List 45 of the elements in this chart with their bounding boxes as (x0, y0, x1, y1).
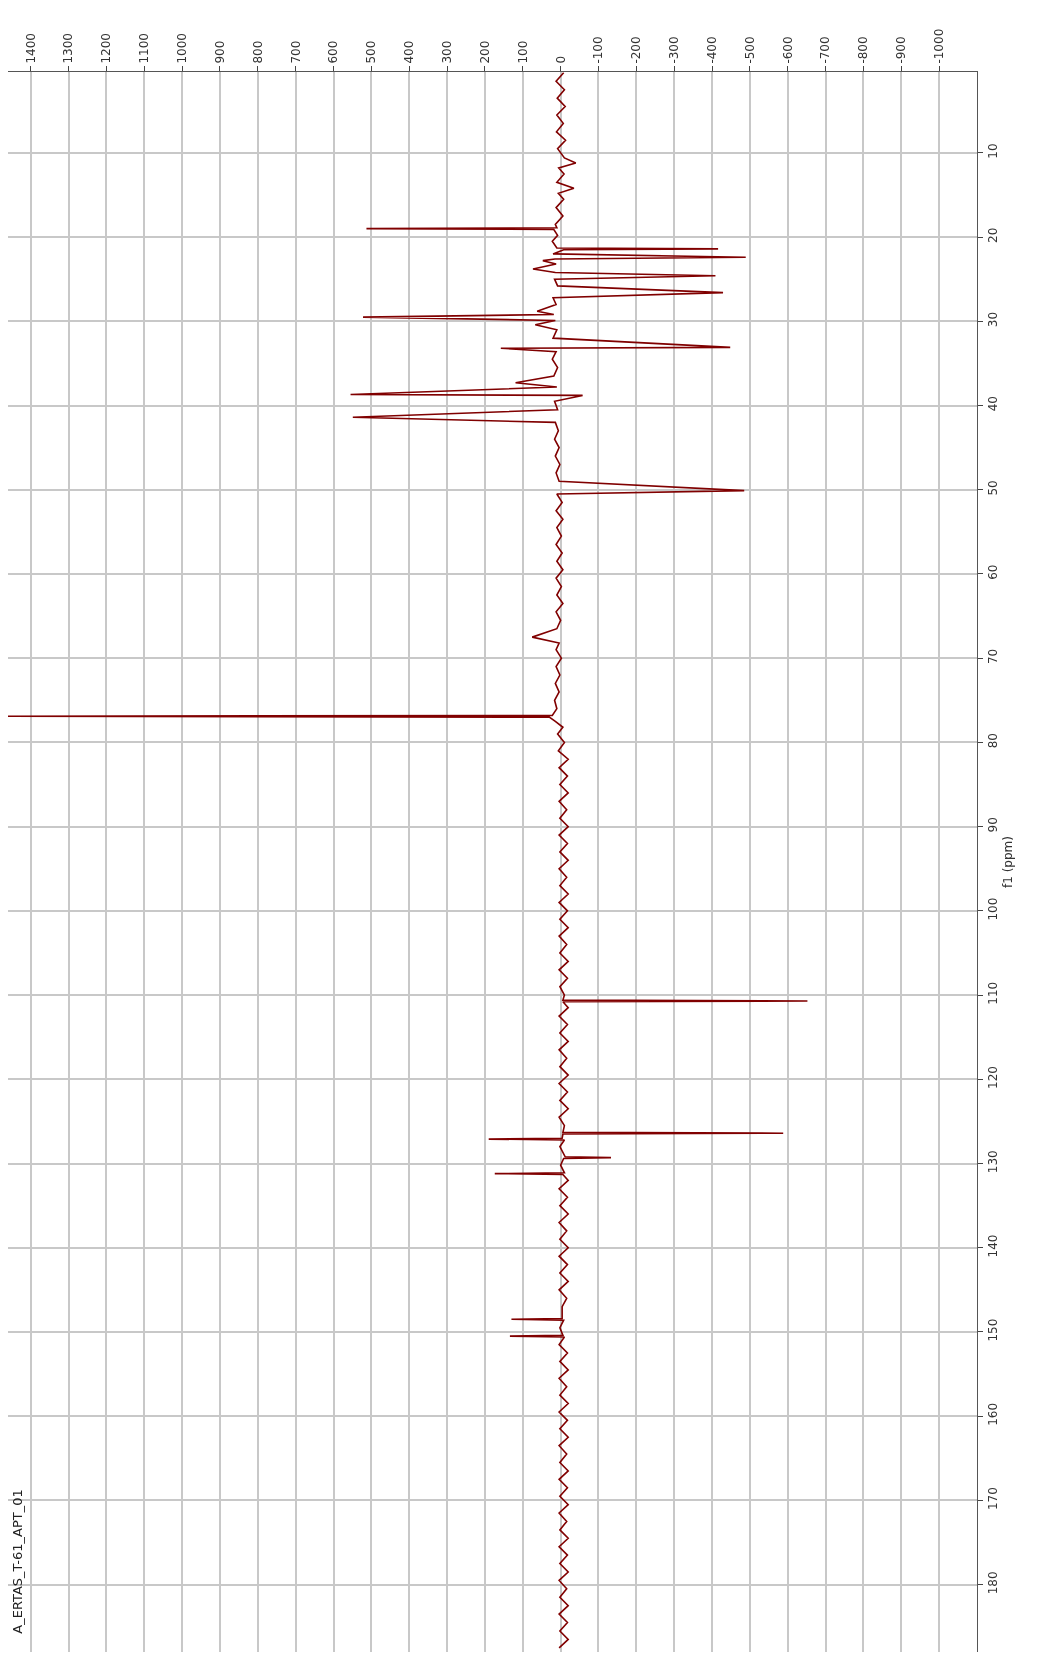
x-tick-label: 500 (364, 40, 379, 64)
y-tick-label: 90 (986, 817, 1001, 833)
y-tick-label: 130 (986, 1150, 1001, 1174)
x-tick-label: -300 (667, 36, 682, 64)
x-tick-label: 700 (288, 40, 303, 64)
x-tick-label: -700 (818, 36, 833, 64)
x-tick-label: 200 (477, 40, 492, 64)
y-tick-label: 120 (986, 1066, 1001, 1089)
x-tick-label: 600 (326, 40, 341, 64)
x-tick-label: 300 (439, 40, 454, 64)
y-tick-label: 80 (986, 732, 1001, 749)
annotation: A_ERTAS_T-61_APT_01 (10, 1489, 26, 1634)
x-tick-label: 1100 (137, 33, 152, 64)
y-tick-label: 20 (986, 227, 1001, 243)
y-tick-label: 60 (986, 564, 1001, 580)
x-tick-label: 400 (402, 40, 417, 64)
x-tick-label: 0 (553, 55, 568, 64)
x-tick-label: 1300 (61, 33, 76, 64)
y-tick-label: 10 (986, 143, 1001, 159)
x-tick-label: 1200 (99, 33, 114, 64)
y-tick-label: 150 (986, 1318, 1001, 1342)
x-tick-label: 1000 (175, 33, 190, 64)
y-tick-label: 30 (986, 311, 1001, 328)
y-tick-label: 50 (986, 480, 1001, 496)
x-tick-label: -400 (704, 36, 719, 64)
x-tick-label: -1000 (932, 28, 947, 64)
x-tick-label: -500 (742, 36, 757, 64)
x-tick-label: -100 (591, 36, 606, 64)
y-tick-label: 140 (986, 1234, 1001, 1258)
y-tick-label: 100 (986, 897, 1001, 921)
y-tick-label: 110 (986, 981, 1001, 1005)
y-axis-title: f1 (ppm) (1001, 836, 1016, 888)
y-tick-label: 170 (986, 1487, 1001, 1511)
y-tick-label: 70 (986, 648, 1001, 665)
x-tick-label: -600 (780, 36, 795, 64)
x-tick-label: 900 (212, 40, 227, 64)
y-tick-label: 180 (986, 1571, 1001, 1595)
y-tick-label: 40 (986, 396, 1001, 412)
x-tick-label: 100 (515, 40, 530, 64)
y-tick-label: 160 (986, 1402, 1001, 1426)
x-tick-label: -900 (894, 36, 909, 64)
x-tick-label: -200 (629, 36, 644, 64)
x-tick-label: 1400 (23, 33, 38, 64)
x-tick-label: 800 (250, 40, 265, 64)
x-tick-label: -800 (856, 36, 871, 64)
